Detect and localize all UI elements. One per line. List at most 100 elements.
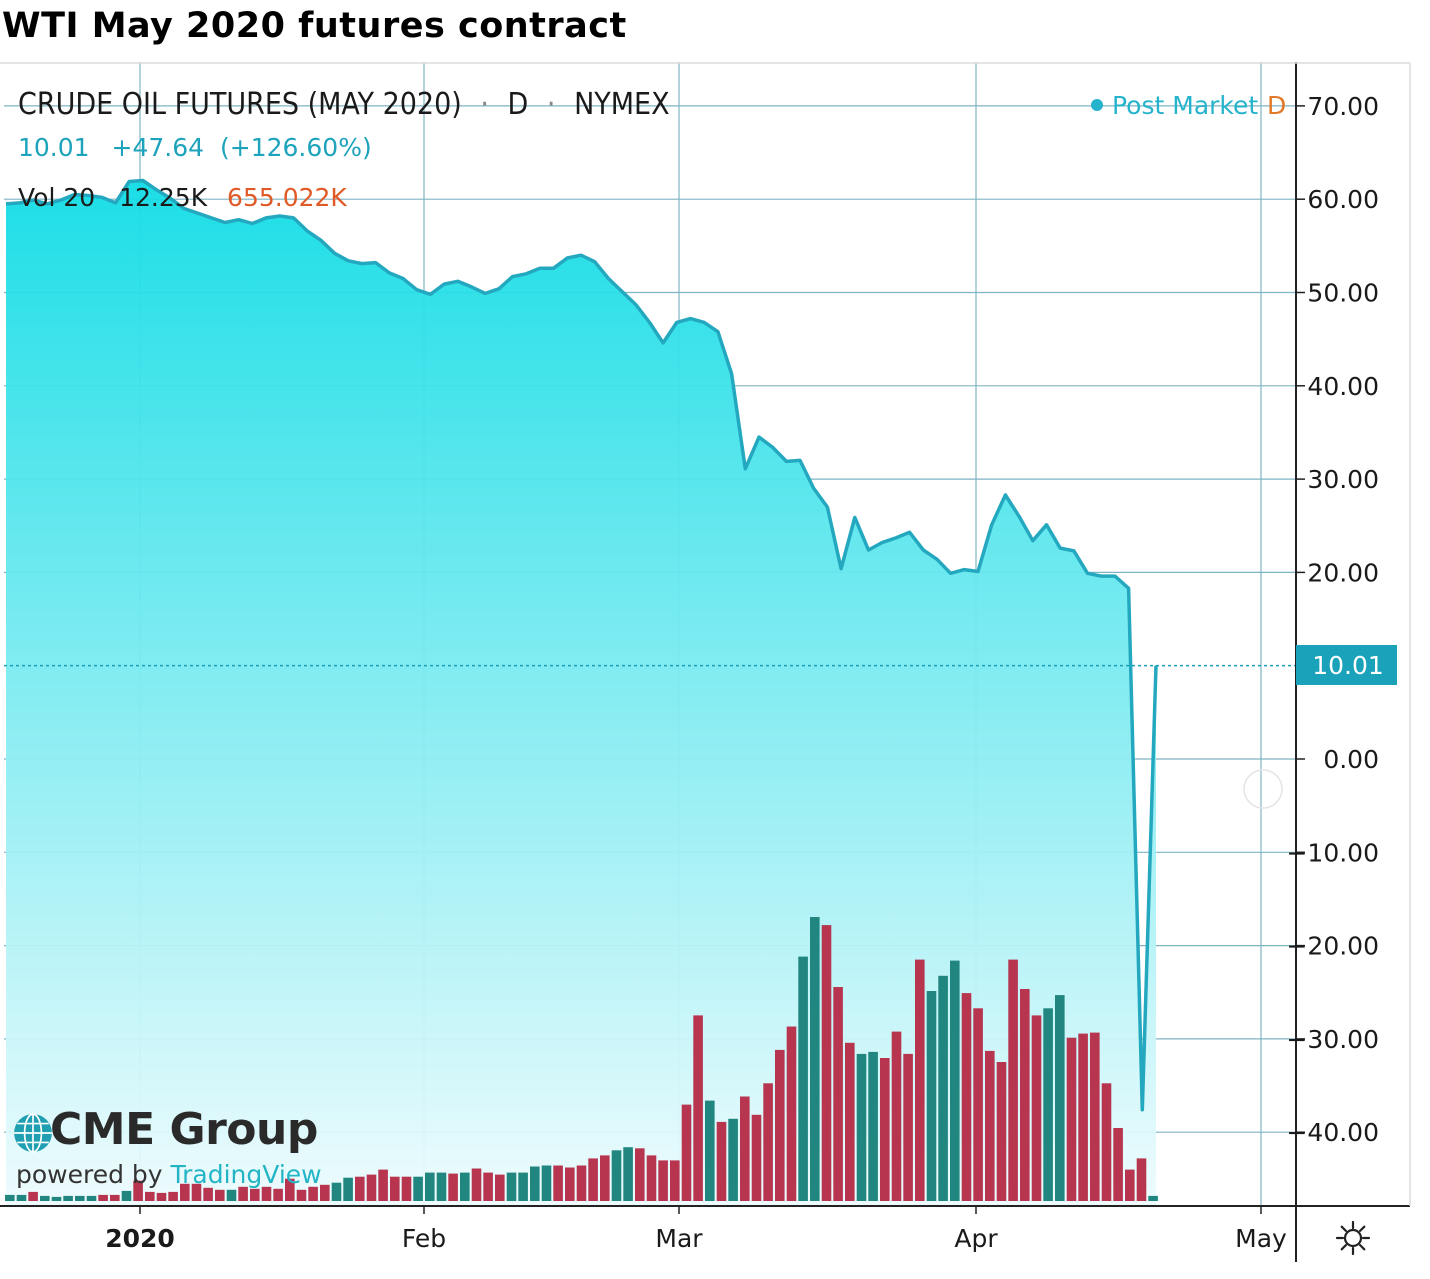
gear-icon[interactable] xyxy=(1335,1220,1371,1256)
volume-bar xyxy=(436,1172,447,1201)
volume-bar xyxy=(168,1191,178,1201)
y-axis: 70.00 60.00 50.00 40.00 30.00 20.00 0.00 −10.00… xyxy=(1286,92,1379,1147)
volume-bar xyxy=(740,1096,750,1201)
volume-bar xyxy=(238,1186,248,1201)
globe-icon xyxy=(14,1113,52,1153)
volume-bar xyxy=(63,1195,73,1201)
volume-bar xyxy=(903,1053,913,1201)
y-tick-label: 70.00 xyxy=(1307,92,1379,121)
volume-bar xyxy=(1113,1128,1123,1201)
volume-bar xyxy=(775,1049,785,1201)
volume-bar xyxy=(565,1167,575,1201)
price-tag-bg xyxy=(1296,645,1397,685)
volume-bar xyxy=(623,1147,633,1201)
volume-bar xyxy=(1125,1169,1135,1201)
volume-bar xyxy=(366,1174,377,1201)
volume-bar xyxy=(751,1114,762,1201)
cursor-marker xyxy=(1243,769,1283,809)
volume-bar xyxy=(343,1177,353,1201)
volume-bar xyxy=(530,1166,540,1201)
volume-bar xyxy=(483,1172,493,1201)
legend-exchange: NYMEX xyxy=(574,87,670,122)
volume-bar xyxy=(833,987,843,1201)
volume-bar xyxy=(273,1188,283,1201)
volume-bar xyxy=(413,1176,423,1201)
volume-bar xyxy=(716,1121,727,1201)
y-tick-label: −20.00 xyxy=(1286,932,1379,961)
volume-bar xyxy=(5,1194,15,1201)
volume-bar xyxy=(425,1172,435,1201)
volume-bar xyxy=(973,1008,983,1201)
volume-bar xyxy=(40,1195,50,1201)
volume-bars xyxy=(5,917,1158,1201)
volume-bar xyxy=(646,1155,657,1201)
legend-symbol[interactable]: CRUDE OIL FUTURES (MAY 2020) xyxy=(18,87,462,122)
volume-bar xyxy=(460,1172,470,1201)
volume-bar xyxy=(518,1172,528,1201)
volume-bar xyxy=(296,1189,307,1201)
volume-bar xyxy=(821,925,832,1201)
volume-bar xyxy=(938,975,948,1201)
legend-vol-avg: 12.25K xyxy=(119,183,208,212)
y-tick-label: −30.00 xyxy=(1286,1025,1379,1054)
volume-bar xyxy=(915,959,925,1201)
volume-bar xyxy=(98,1194,108,1201)
volume-bar xyxy=(1055,995,1065,1201)
volume-bar xyxy=(868,1051,878,1201)
volume-bar xyxy=(110,1194,120,1201)
volume-bar xyxy=(763,1083,773,1201)
volume-bar xyxy=(250,1188,260,1201)
powered-by-label: powered by xyxy=(16,1160,163,1189)
price-line[interactable] xyxy=(5,178,1158,1112)
legend-vol-label[interactable]: Vol 20 xyxy=(18,183,95,212)
volume-bar xyxy=(1148,1195,1158,1201)
tradingview-link[interactable]: TradingView xyxy=(170,1160,322,1189)
volume-bar xyxy=(261,1186,272,1201)
volume-bar xyxy=(1020,989,1030,1201)
legend-interval[interactable]: D xyxy=(508,87,529,122)
volume-bar xyxy=(401,1176,412,1201)
volume-bar xyxy=(891,1031,902,1201)
y-tick-label: 60.00 xyxy=(1307,185,1379,214)
legend-change-pct: (+126.60%) xyxy=(220,133,372,162)
volume-bar xyxy=(156,1192,167,1201)
volume-bar xyxy=(203,1187,213,1201)
volume-bar xyxy=(331,1182,342,1201)
price-area xyxy=(5,178,1158,1206)
volume-bar xyxy=(355,1176,365,1201)
post-market-dot xyxy=(1091,99,1103,111)
volume-bar xyxy=(635,1148,645,1201)
y-tick-label: 30.00 xyxy=(1307,465,1379,494)
volume-bar xyxy=(576,1165,587,1201)
svg-text:Vol 20 12.25K 655.022K: Vol 20 12.25K 655.022K xyxy=(18,183,347,212)
volume-bar xyxy=(133,1180,143,1201)
volume-bar xyxy=(658,1160,668,1201)
volume-bar xyxy=(1066,1037,1077,1201)
svg-text:10.01 +47.64 (+126.60%: 10.01 +47.64 (+126.60%) xyxy=(18,133,372,162)
y-tick-label: 20.00 xyxy=(1307,558,1379,587)
volume-bar xyxy=(670,1160,680,1201)
volume-bar xyxy=(553,1165,563,1201)
x-tick-label: May xyxy=(1235,1224,1287,1253)
y-tick-label: −10.00 xyxy=(1286,838,1379,867)
y-tick-label: 40.00 xyxy=(1307,372,1379,401)
volume-bar xyxy=(845,1042,855,1201)
post-market-label: Post Market xyxy=(1112,91,1258,120)
x-tick-label: 2020 xyxy=(105,1224,175,1253)
volume-bar xyxy=(810,917,820,1201)
volume-bar xyxy=(390,1176,400,1201)
volume-bar xyxy=(378,1169,388,1201)
y-tick-label: 50.00 xyxy=(1307,279,1379,308)
volume-bar xyxy=(506,1172,517,1201)
legend-vol-value: 655.022K xyxy=(227,183,347,212)
volume-bar xyxy=(1043,1008,1053,1201)
cme-group-logo-text: CME Group xyxy=(50,1104,318,1155)
volume-bar xyxy=(786,1026,797,1201)
x-axis: 2020 Feb Mar Apr May xyxy=(105,1206,1287,1253)
volume-bar xyxy=(308,1186,318,1201)
volume-bar xyxy=(541,1165,552,1201)
volume-bar xyxy=(320,1184,330,1201)
volume-bar xyxy=(1090,1032,1100,1201)
volume-bar xyxy=(856,1053,867,1201)
